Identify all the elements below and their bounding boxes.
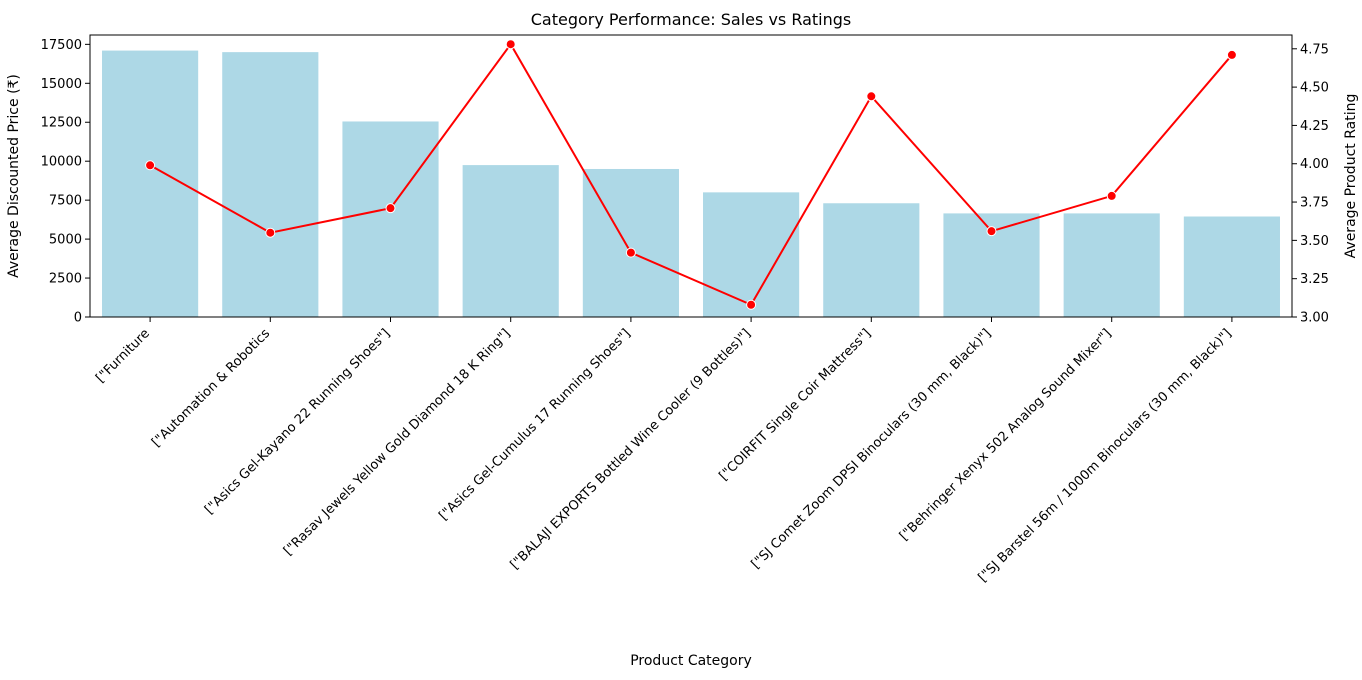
y-right-tick-label: 4.25 [1300,119,1329,134]
y-right-tick-label: 3.00 [1300,311,1329,326]
rating-point [625,247,636,258]
x-tick-label: ["BALAJI EXPORTS Bottled Wine Cooler (9 … [508,326,754,572]
bar [823,203,920,317]
y-right-tick-label: 4.00 [1300,157,1329,172]
y-right-tick-label: 3.25 [1300,272,1329,287]
y-left-tick-label: 15000 [41,77,82,92]
bar [582,168,679,317]
y-left-tick-label: 10000 [41,155,82,170]
y-left-tick-label: 7500 [49,194,82,209]
x-tick-label: ["Automation & Robotics [149,326,273,450]
x-axis-label: Product Category [630,653,752,669]
x-tick-label: ["Rasav Jewels Yellow Gold Diamond 18 K … [281,326,514,559]
bar [222,52,319,317]
bar [1183,216,1280,317]
y-right-tick-label: 3.75 [1300,196,1329,211]
rating-point [1106,190,1117,201]
y-left-tick-label: 12500 [41,116,82,131]
rating-point [866,91,877,102]
x-tick-label: ["Furniture [93,326,153,386]
y-left-tick-label: 5000 [49,233,82,248]
y-left-tick-label: 17500 [41,38,82,53]
y-left-label: Average Discounted Price (₹) [6,74,22,278]
x-tick-label: ["Asics Gel-Cumulus 17 Running Shoes"] [436,326,633,523]
x-tick-label: ["SJ Barstel 56m / 1000m Binoculars (30 … [976,326,1235,585]
y-right-tick-label: 4.50 [1300,81,1329,96]
y-right-label: Average Product Rating [1343,94,1359,259]
line-group [145,39,1237,310]
rating-point [1226,49,1237,60]
x-tick-label: ["Asics Gel-Kayano 22 Running Shoes"] [202,326,393,517]
x-tick-label: ["Behringer Xenyx 502 Analog Sound Mixer… [897,326,1115,544]
rating-point [385,203,396,214]
y-left-axis: 0 2500 5000 7500 10000 12500 15000 17500 [41,38,90,326]
rating-point [986,226,997,237]
bar [703,192,800,317]
x-axis: ["Furniture["Automation & Robotics["Asic… [93,317,1235,585]
chart-title: Category Performance: Sales vs Ratings [531,10,852,29]
x-tick-label: ["SJ Comet Zoom DPSI Binoculars (30 mm, … [749,326,995,572]
y-right-tick-label: 4.75 [1300,42,1329,57]
bar [462,165,559,317]
bar [1063,213,1160,317]
rating-point [505,39,516,50]
rating-point [145,160,156,171]
rating-point [265,227,276,238]
rating-line [149,42,1233,307]
bar [342,121,439,318]
y-left-tick-label: 0 [74,311,82,326]
rating-point [746,299,757,310]
y-right-tick-label: 3.50 [1300,234,1329,249]
bars-group [102,50,1280,318]
y-left-tick-label: 2500 [49,272,82,287]
y-right-axis: 3.00 3.25 3.50 3.75 4.00 4.25 4.50 4.75 [1292,42,1329,326]
plot-frame [89,34,1293,318]
